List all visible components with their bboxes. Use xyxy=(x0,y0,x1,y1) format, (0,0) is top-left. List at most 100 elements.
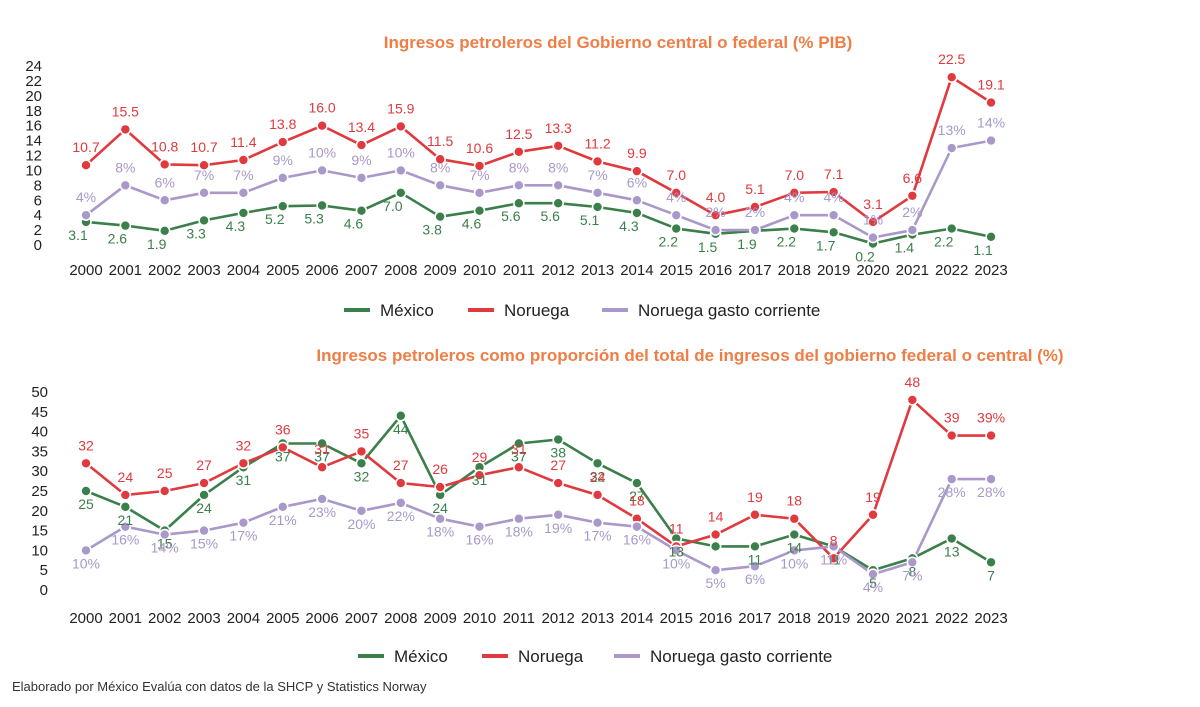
data-label: 7.0 xyxy=(667,167,687,183)
data-label: 27 xyxy=(629,488,645,504)
data-point xyxy=(827,226,840,239)
data-point xyxy=(552,197,565,210)
data-point xyxy=(749,508,761,521)
data-point xyxy=(513,197,525,210)
data-label: 11.2 xyxy=(584,135,610,151)
data-label: 20% xyxy=(347,516,375,532)
data-point xyxy=(80,457,92,470)
data-label: 5.3 xyxy=(304,210,324,226)
y-tick-label: 5 xyxy=(40,562,48,579)
legend-label: Noruega xyxy=(518,647,584,666)
data-point xyxy=(394,164,407,177)
data-point xyxy=(985,556,997,569)
data-label: 5.6 xyxy=(540,208,560,224)
data-label: 17% xyxy=(229,528,257,544)
x-tick-label: 2002 xyxy=(148,610,181,627)
data-point xyxy=(985,96,997,109)
data-label: 44 xyxy=(393,421,409,437)
data-label: 10.7 xyxy=(72,139,99,155)
x-tick-label: 2013 xyxy=(581,262,614,279)
data-label: 8% xyxy=(430,159,450,175)
data-point xyxy=(473,520,486,533)
data-label: 3.1 xyxy=(863,196,883,212)
data-point xyxy=(355,505,368,517)
legend-label: Noruega gasto corriente xyxy=(650,647,832,666)
data-point xyxy=(513,179,525,192)
data-label: 7.1 xyxy=(824,166,844,182)
data-label: 28% xyxy=(938,484,966,500)
data-point xyxy=(355,445,368,458)
data-point xyxy=(237,457,250,470)
data-point xyxy=(788,186,801,199)
data-label: 4% xyxy=(863,579,883,595)
x-tick-label: 2002 xyxy=(148,262,181,279)
x-tick-label: 2004 xyxy=(227,262,260,279)
data-label: 10% xyxy=(662,555,690,571)
data-label: 11.5 xyxy=(427,133,453,149)
data-point xyxy=(749,201,761,213)
data-label: 32 xyxy=(354,468,370,484)
data-point xyxy=(709,540,722,553)
series-line-2 xyxy=(85,139,992,239)
legend: México Noruega Noruega gasto corriente xyxy=(358,647,832,666)
data-label: 24 xyxy=(590,469,606,485)
data-label: 25 xyxy=(157,465,173,481)
chart-title: Ingresos petroleros como proporción del … xyxy=(316,346,1063,365)
data-point xyxy=(631,477,643,489)
data-label: 48 xyxy=(905,374,921,390)
x-tick-label: 2022 xyxy=(935,610,968,627)
data-point xyxy=(80,485,92,497)
data-label: 4.3 xyxy=(226,218,246,234)
data-point xyxy=(513,437,525,450)
x-tick-label: 2018 xyxy=(778,262,811,279)
y-tick-label: 8 xyxy=(34,177,42,194)
data-label: 13.8 xyxy=(269,116,296,132)
data-label: 5.1 xyxy=(580,212,600,228)
data-point xyxy=(945,429,958,442)
x-tick-label: 2012 xyxy=(542,262,575,279)
data-label: 19% xyxy=(544,520,572,536)
data-point xyxy=(945,71,958,83)
data-point xyxy=(394,120,407,133)
data-point xyxy=(355,457,368,470)
data-point xyxy=(237,207,250,219)
data-label: 39% xyxy=(977,410,1005,426)
data-point xyxy=(867,231,879,244)
data-label: 1.5 xyxy=(698,239,718,255)
source-note: Elaborado por México Evalúa con datos de… xyxy=(12,679,427,694)
data-label: 39 xyxy=(944,410,960,426)
data-label: 7.0 xyxy=(785,167,805,183)
data-point xyxy=(394,409,407,422)
x-axis-ticks: 2000 2001 2002 2003 2004 2005 2006 2007 2008 2009… xyxy=(69,262,1007,279)
chart-oil-revenue-pib: Ingresos petroleros del Gobierno central… xyxy=(25,33,1007,320)
data-label: 8 xyxy=(830,532,838,548)
data-label: 18 xyxy=(629,493,645,509)
data-point xyxy=(867,216,879,228)
y-tick-label: 0 xyxy=(34,237,42,254)
y-tick-label: 22 xyxy=(25,73,42,90)
data-point xyxy=(631,520,643,533)
data-label: 37 xyxy=(511,448,527,464)
data-point xyxy=(945,142,958,154)
data-label: 1.9 xyxy=(147,236,167,252)
data-label: 19 xyxy=(747,489,763,505)
data-point xyxy=(434,210,446,223)
data-point xyxy=(591,516,604,529)
data-label: 1.7 xyxy=(816,237,836,253)
y-tick-label: 35 xyxy=(31,443,48,460)
data-label: 6% xyxy=(745,571,765,587)
data-point xyxy=(985,134,997,147)
data-label: 11 xyxy=(748,551,763,567)
data-label: 29 xyxy=(472,449,488,465)
data-label: 14% xyxy=(151,540,179,556)
data-label: 6.6 xyxy=(903,170,923,186)
data-label: 28% xyxy=(977,484,1005,500)
x-tick-label: 2017 xyxy=(738,610,771,627)
data-label: 3.8 xyxy=(422,222,442,238)
data-label: 22% xyxy=(387,508,415,524)
data-label: 4.6 xyxy=(462,216,482,232)
data-point xyxy=(198,524,210,537)
data-point xyxy=(945,222,958,235)
data-point xyxy=(276,501,289,513)
